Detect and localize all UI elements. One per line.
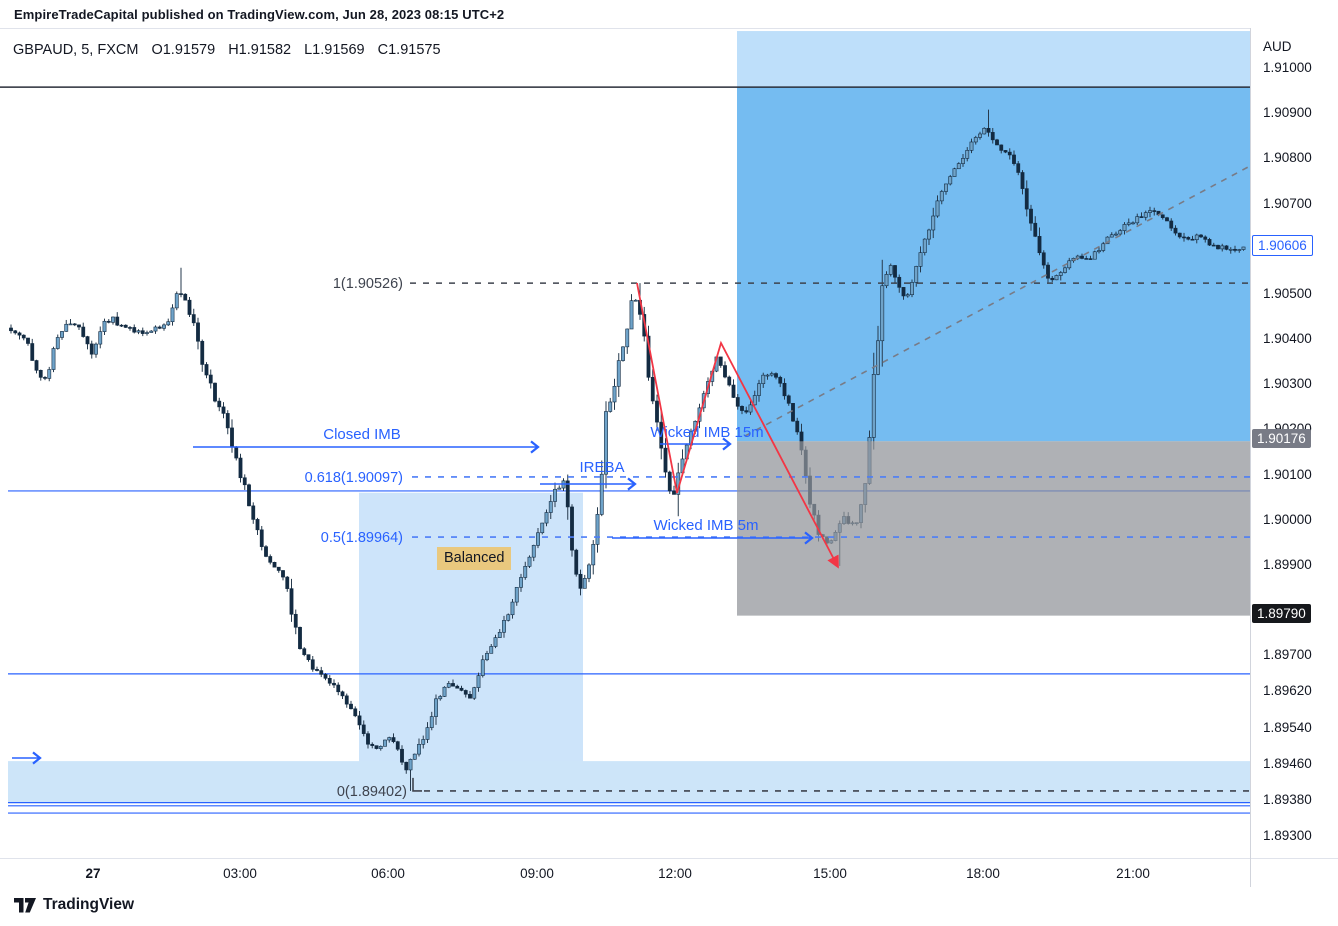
axis-separator xyxy=(1250,28,1251,887)
legend-open: O1.91579 xyxy=(151,42,216,58)
shaded-regions-layer xyxy=(8,31,1250,803)
snapshot-header: EmpireTradeCapital published on TradingV… xyxy=(0,0,1338,28)
fib-label: 0.618(1.90097) xyxy=(305,470,403,486)
fib-label: 1(1.90526) xyxy=(333,276,403,292)
chart-pane[interactable]: 1(1.90526) 0.618(1.90097) 0.5(1.89964) 0(1.… xyxy=(0,28,1250,858)
time-label: 03:00 xyxy=(223,866,257,881)
demand-band xyxy=(8,761,1250,803)
price-axis[interactable]: AUD 1.91000 1.90900 1.90800 1.90700 1.90500 1… xyxy=(1250,28,1338,887)
price-tick: 1.89540 xyxy=(1263,719,1312,735)
price-tick: 1.89380 xyxy=(1263,791,1312,807)
balanced-label: Balanced xyxy=(437,547,512,570)
price-tag-black: 1.89790 xyxy=(1252,603,1311,623)
price-tick: 1.90400 xyxy=(1263,331,1312,347)
closed-imb-label: Closed IMB xyxy=(323,426,401,443)
footer: TradingView xyxy=(14,896,134,914)
price-tick: 1.89620 xyxy=(1263,683,1312,699)
time-label: 06:00 xyxy=(371,866,405,881)
tradingview-brand-text[interactable]: TradingView xyxy=(43,896,135,913)
price-tick: 1.90500 xyxy=(1263,285,1312,301)
time-label: 12:00 xyxy=(658,866,692,881)
time-label: 15:00 xyxy=(813,866,847,881)
price-tick: 1.89700 xyxy=(1263,647,1312,663)
price-tick: 1.90800 xyxy=(1263,150,1312,166)
time-label: 21:00 xyxy=(1116,866,1150,881)
price-tick: 1.89300 xyxy=(1263,827,1312,843)
snapshot-title: EmpireTradeCapital published on TradingV… xyxy=(14,7,505,22)
balanced-box xyxy=(359,492,583,774)
currency-label: AUD xyxy=(1263,39,1292,54)
drawings-layer: 1(1.90526) 0.618(1.90097) 0.5(1.89964) 0(1.… xyxy=(12,165,1250,800)
price-tick: 1.90900 xyxy=(1263,105,1312,121)
imbalance-box-upper xyxy=(737,87,1250,442)
time-label: 27 xyxy=(85,866,101,881)
price-tick: 1.90300 xyxy=(1263,376,1312,392)
tradingview-logo-icon[interactable] xyxy=(14,897,36,914)
time-label: 18:00 xyxy=(966,866,1000,881)
legend-low: L1.91569 xyxy=(304,42,365,58)
price-tick: 1.90100 xyxy=(1263,466,1312,482)
legend-high: H1.91582 xyxy=(228,42,292,58)
price-tick: 1.89900 xyxy=(1263,556,1312,572)
candlestick-chart[interactable]: 1(1.90526) 0.618(1.90097) 0.5(1.89964) 0(1.… xyxy=(0,29,1250,859)
imbalance-box-upper-light xyxy=(737,31,1250,88)
legend-close: C1.91575 xyxy=(377,42,441,58)
red-projection-path xyxy=(636,282,839,569)
price-tag-current: 1.90606 xyxy=(1252,234,1313,256)
price-tick: 1.89460 xyxy=(1263,755,1312,771)
fib-label: 0(1.89402) xyxy=(337,784,407,800)
wicked-imb-15m-label: Wicked IMB 15m xyxy=(650,424,763,441)
price-tick: 1.90000 xyxy=(1263,511,1312,527)
price-tick: 1.91000 xyxy=(1263,60,1312,75)
time-label: 09:00 xyxy=(520,866,554,881)
symbol-legend: GBPAUD, 5, FXCM O1.91579 H1.91582 L1.915… xyxy=(13,42,450,58)
time-axis[interactable]: 27 03:00 06:00 09:00 12:00 15:00 18:00 21:00 xyxy=(0,858,1338,887)
legend-symbol: GBPAUD, 5, FXCM xyxy=(13,42,139,58)
wicked-imb-5m-label: Wicked IMB 5m xyxy=(653,517,758,534)
fib-label: 0.5(1.89964) xyxy=(321,530,403,546)
ireba-label: IREBA xyxy=(579,459,624,476)
horizontal-lines-layer xyxy=(0,86,1250,814)
price-tick: 1.90700 xyxy=(1263,195,1312,211)
imbalance-box-lower xyxy=(737,441,1250,616)
fib-anchor-bracket xyxy=(412,777,422,792)
overlay-regions-layer xyxy=(737,441,1250,616)
price-tag-gray: 1.90176 xyxy=(1252,429,1311,449)
